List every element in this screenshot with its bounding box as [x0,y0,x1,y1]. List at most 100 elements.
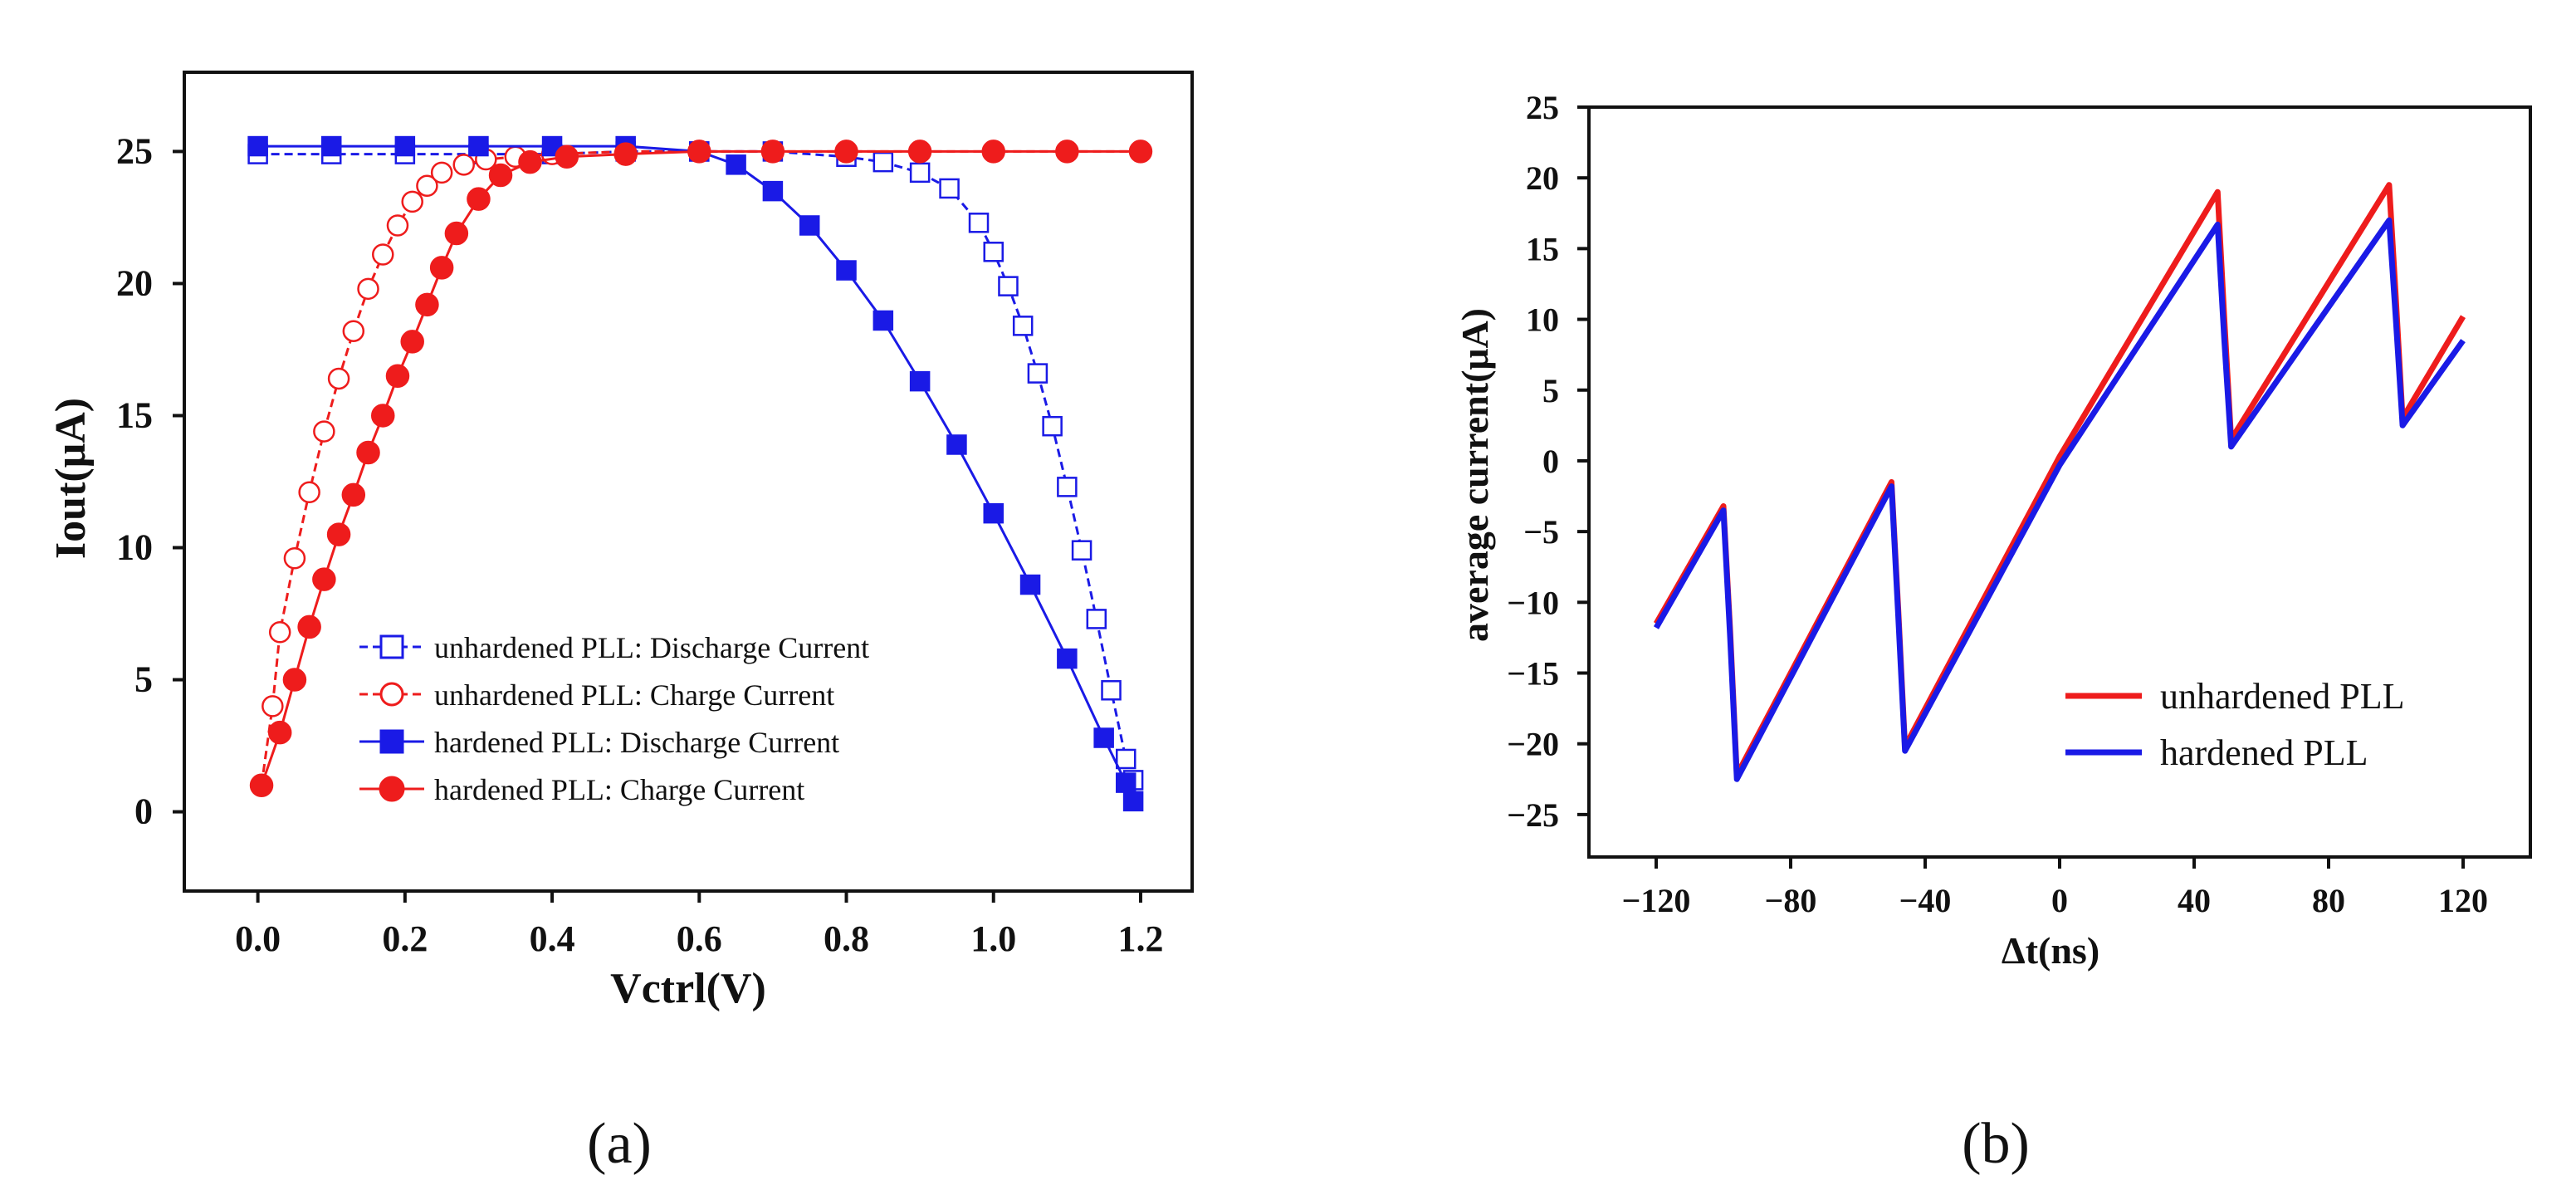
data-point [249,773,274,798]
data-point [262,695,284,717]
data-point [283,546,306,570]
data-point [313,420,335,443]
chart-b-xlabel: Δt(ns) [2002,929,2099,972]
y-tick-label: −10 [1507,584,1559,621]
legend-a-marker-1 [379,682,404,707]
data-point [1057,648,1078,669]
y-tick-label: 25 [1526,89,1559,126]
data-point [488,163,513,188]
data-point [834,140,858,164]
data-point [1019,574,1041,595]
data-point [298,481,320,503]
data-point [401,190,423,213]
chart-a-ylabel: Iout(μA) [47,398,95,559]
legend-a-marker-2 [379,729,404,754]
chart-a-legend: unhardened PLL: Discharge Current unhard… [359,631,869,806]
y-tick-label: 25 [116,130,153,171]
data-point [372,243,394,266]
chart-a-ticks: 0.0 0.2 0.4 0.6 0.8 1.0 1.2 0 5 10 15 20 25 [116,130,1163,959]
legend-b-label-1: hardened PLL [2160,732,2368,773]
x-tick-label: 0.4 [530,918,575,959]
data-point [429,256,454,280]
chart-a-frame [183,71,1194,893]
data-point [983,502,1004,524]
data-point [416,174,438,198]
y-tick-label: 5 [1542,372,1559,409]
legend-a-item-1: unhardened PLL: Charge Current [359,678,834,712]
data-point [1115,748,1136,770]
legend-a-item-2: hardened PLL: Discharge Current [359,726,839,759]
data-point [968,213,990,233]
data-point [247,135,268,157]
y-tick-label: 5 [134,659,153,700]
chart-b-ticks: −120 −80 −40 0 40 80 120 25 20 15 10 5 0 −5 −10 −15 −20 −… [1507,89,2488,919]
data-point [873,310,894,331]
data-point [1128,140,1153,164]
legend-a-item-0: unhardened PLL: Discharge Current [359,631,869,664]
data-point [909,370,931,392]
y-tick-label: 0 [134,791,153,832]
data-point [356,440,380,465]
legend-a-label-3: hardened PLL: Charge Current [434,773,804,806]
x-tick-label: 0.0 [235,918,281,959]
chart-a-series [247,135,1153,812]
data-point [468,135,489,157]
legend-b-item-0: unhardened PLL [2065,676,2404,717]
x-tick-label: 1.0 [970,918,1016,959]
data-point [400,330,424,354]
x-tick-label: 80 [2312,882,2345,919]
data-point [327,367,350,390]
data-point [946,434,967,455]
legend-a-label-0: unhardened PLL: Discharge Current [434,631,869,664]
data-point [762,180,784,202]
data-point [726,154,746,175]
data-point [415,292,439,317]
data-point [371,404,395,428]
data-point [467,187,491,211]
data-point [1055,140,1079,164]
data-point [326,522,351,546]
data-point [394,135,416,157]
x-tick-label: 0.2 [382,918,428,959]
data-point [341,482,366,507]
data-point [1042,415,1063,437]
legend-a-label-1: unhardened PLL: Charge Current [434,678,834,712]
legend-b-label-0: unhardened PLL [2160,676,2404,717]
data-point [799,215,820,236]
x-tick-label: −40 [1899,882,1952,919]
y-tick-label: 20 [1526,159,1559,197]
legend-b-item-1: hardened PLL [2065,732,2368,773]
x-tick-label: −120 [1622,882,1691,919]
panel-label-a: (a) [587,1112,652,1176]
data-point [1086,609,1107,629]
data-point [983,242,1004,262]
y-tick-label: −15 [1507,655,1559,693]
data-point [998,276,1019,296]
chart-b-legend: unhardened PLL hardened PLL [2065,676,2404,773]
x-tick-label: 40 [2178,882,2211,919]
chart-a: 0.0 0.2 0.4 0.6 0.8 1.0 1.2 0 5 10 15 20 25 Vctrl(V)… [47,71,1194,1012]
data-point [939,178,960,199]
y-tick-label: 10 [1526,301,1559,339]
chart-b: −120 −80 −40 0 40 80 120 25 20 15 10 5 0 −5 −10 −15 −20 −… [1454,89,2532,972]
y-tick-label: 0 [1542,443,1559,480]
data-point [386,214,409,237]
data-point [909,162,931,184]
y-tick-label: 20 [116,262,153,303]
x-tick-label: 0 [2051,882,2068,919]
data-point [1122,791,1144,812]
x-tick-label: 120 [2438,882,2488,919]
data-point [687,140,711,164]
data-point [282,668,307,692]
data-point [342,320,365,342]
legend-a-marker-0 [379,634,404,659]
data-point [1012,316,1034,336]
chart-a-xlabel: Vctrl(V) [610,965,766,1012]
data-point [357,277,379,301]
data-point [1057,477,1078,497]
data-point [297,615,321,639]
series-line-hardened-pll-discharge-current [257,144,1135,802]
chart-b-ylabel: average current(μA) [1454,308,1496,642]
chart-b-series [1653,182,2466,782]
data-point [1101,680,1122,701]
